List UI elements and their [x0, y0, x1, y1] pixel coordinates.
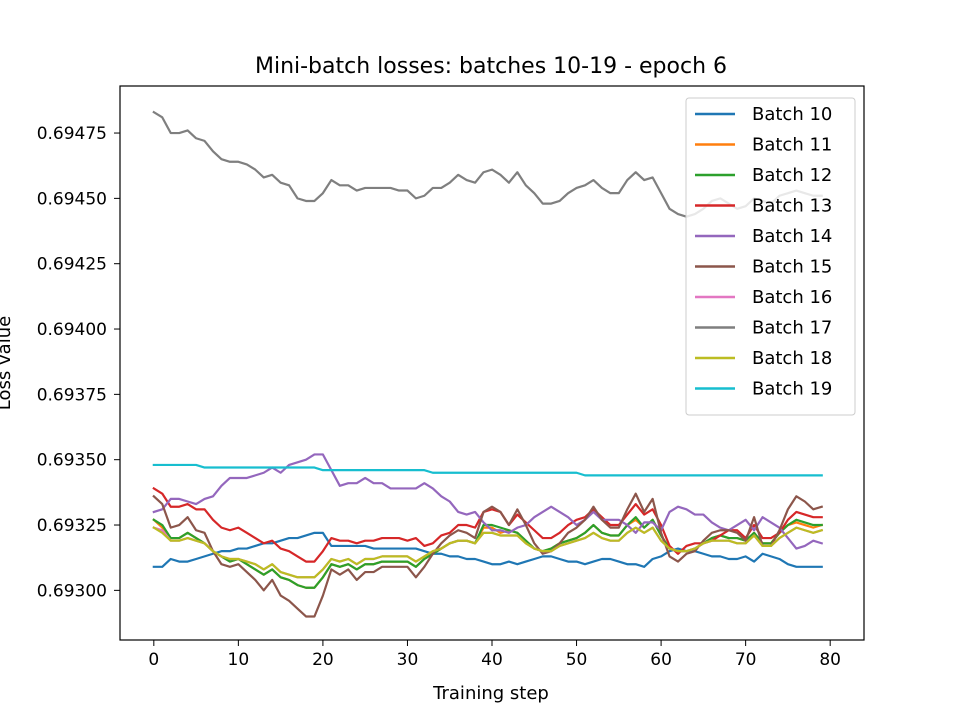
series-line-batch-18 [152, 526, 824, 579]
x-tick-label: 30 [397, 650, 419, 670]
y-tick-label: 0.69425 [37, 255, 107, 275]
y-tick-label: 0.69475 [37, 124, 107, 144]
legend-label: Batch 19 [752, 379, 832, 400]
y-tick-label: 0.69350 [37, 451, 107, 471]
y-tick-label: 0.69375 [37, 385, 107, 405]
x-tick-label: 70 [735, 650, 757, 670]
legend-label: Batch 17 [752, 318, 832, 339]
x-tick-label: 50 [566, 650, 588, 670]
y-tick-label: 0.69325 [37, 516, 107, 536]
legend-box [685, 97, 856, 416]
series-line-batch-19 [152, 463, 823, 477]
x-tick-label: 0 [148, 650, 159, 670]
y-tick-label: 0.69300 [37, 581, 107, 601]
x-tick-label: 20 [312, 650, 334, 670]
legend-label: Batch 14 [752, 226, 832, 247]
x-axis: 0 10 20 30 40 50 60 70 80 [148, 640, 841, 670]
y-axis: 0.69300 0.69325 0.69350 0.69375 0.69400 0.694… [37, 124, 120, 601]
y-tick-label: 0.69400 [37, 320, 107, 340]
legend-label: Batch 16 [752, 287, 832, 308]
series-line-batch-14 [152, 453, 824, 550]
legend-label: Batch 13 [752, 196, 832, 217]
legend-label: Batch 10 [752, 104, 832, 125]
x-axis-title: Training step [432, 683, 549, 704]
chart-title: Mini-batch losses: batches 10-19 - epoch… [255, 54, 727, 79]
legend: Batch 10 Batch 11 Batch 12 Batch 13 Batch 14… [685, 97, 856, 416]
legend-label: Batch 15 [752, 257, 832, 278]
x-tick-label: 60 [650, 650, 672, 670]
plot-area [152, 110, 824, 618]
x-tick-label: 40 [481, 650, 503, 670]
series-line-batch-15 [152, 492, 824, 618]
y-tick-label: 0.69450 [37, 189, 107, 209]
legend-label: Batch 18 [752, 348, 832, 369]
x-tick-label: 10 [228, 650, 250, 670]
x-tick-label: 80 [819, 650, 841, 670]
y-axis-title: Loss value [0, 316, 15, 410]
legend-label: Batch 11 [752, 135, 832, 156]
legend-label: Batch 12 [752, 165, 832, 186]
